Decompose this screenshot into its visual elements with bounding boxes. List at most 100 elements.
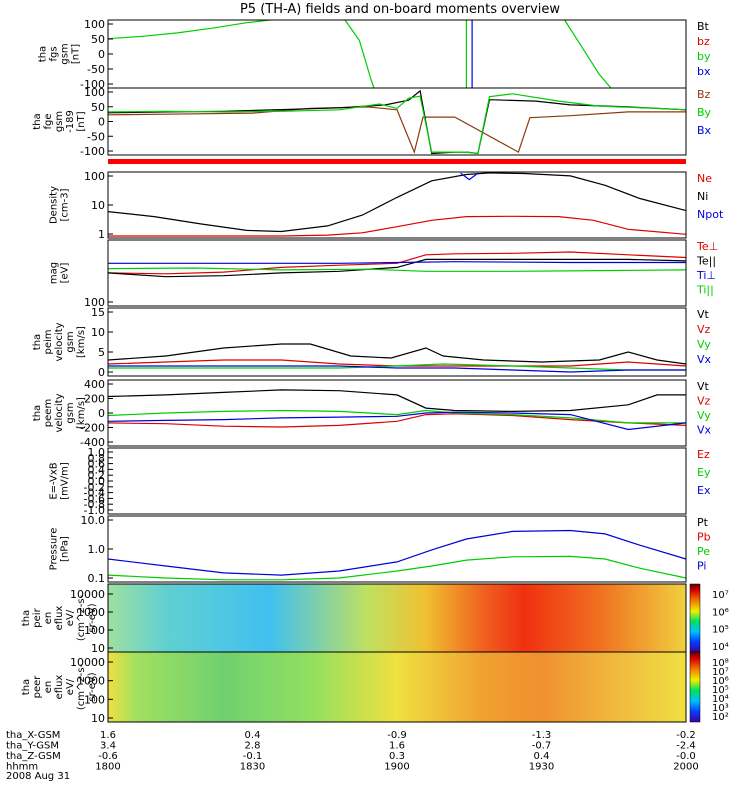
y-tick-label: -0.2 (84, 481, 105, 494)
legend-entry: Pi (697, 560, 706, 573)
series-line-3 (108, 365, 686, 373)
legend-entry: bx (697, 65, 711, 78)
heatmap-9 (108, 652, 686, 722)
x-row-value: -0.1 (243, 751, 263, 762)
legend-entry: Te⊥ (696, 240, 718, 253)
y-axis-label: (cm^2-s- (76, 594, 87, 641)
y-tick-label: -0.6 (84, 492, 105, 505)
panel-frame (107, 87, 687, 156)
legend-entry: Npot (697, 208, 724, 221)
y-tick-label: 200 (84, 393, 105, 406)
y-tick-label: 0.1 (88, 572, 106, 585)
y-tick-label: 1000 (77, 675, 105, 688)
y-axis-label: tha (21, 679, 32, 695)
panel-1: 100 50 0-50 -100 tha fge gsm -189 [nT] Bz By Bx (32, 86, 712, 158)
series-line-0 (107, 106, 686, 155)
y-axis-label: eflux (54, 675, 65, 700)
series-line-3 (564, 19, 612, 89)
legend-entry: Vy (697, 338, 711, 351)
series-line-0 (107, 389, 686, 413)
panel-frame (107, 447, 687, 515)
y-axis-label: Pressure (49, 528, 60, 571)
y-axis-label: velocity (54, 393, 65, 432)
y-axis-label: [km/s] (76, 326, 87, 358)
x-row-label: hhmm (6, 762, 38, 773)
panel-frame (107, 651, 687, 723)
y-axis-label: eV/ (65, 678, 76, 695)
y-tick-label: -50 (87, 130, 105, 143)
x-row-value: -0.6 (98, 751, 118, 762)
colorbar-tick-label: 10³ (712, 703, 729, 714)
y-axis-label: tha (32, 113, 43, 129)
y-axis-label: en (43, 681, 54, 694)
x-row-value: -0.0 (676, 751, 696, 762)
y-tick-label: 10 (91, 326, 105, 339)
y-axis-label: tha (21, 610, 32, 626)
y-axis-label: peir (32, 607, 43, 627)
x-row-value: 0.3 (389, 751, 405, 762)
y-axis-label: mag (49, 262, 60, 284)
y-tick-label: 0.2 (88, 469, 106, 482)
series-line-1 (107, 413, 687, 428)
legend-entry: Bx (697, 124, 712, 137)
legend-entry: Ey (697, 466, 711, 479)
series-line-1 (344, 19, 375, 89)
y-tick-label: -0.8 (84, 498, 105, 511)
x-row-value: 1.6 (389, 741, 405, 752)
y-tick-label: 1 (98, 228, 105, 241)
heatmap-8 (108, 584, 686, 652)
series-line-1 (107, 359, 687, 367)
legend-entry: Pt (697, 516, 709, 529)
y-axis-label: -189 (65, 110, 76, 133)
x-row-value: 2000 (673, 762, 698, 773)
y-axis-label: gsm (60, 43, 71, 64)
y-tick-label: 50 (91, 33, 105, 46)
y-tick-label: 100 (84, 170, 105, 183)
y-tick-label: 1.0 (88, 543, 106, 556)
y-axis-label: Density (49, 186, 60, 224)
series-line-2 (107, 409, 686, 424)
x-row-value: 3.4 (100, 741, 116, 752)
chart-title: P5 (TH-A) fields and on-board moments ov… (240, 2, 560, 17)
legend-entry: Te|| (696, 255, 716, 268)
panel-frame (107, 515, 687, 583)
panel-frame (107, 171, 687, 239)
legend-entry: Ti|| (696, 284, 714, 297)
colorbar-tick-label: 10⁶ (712, 676, 729, 687)
series-line-1 (107, 89, 687, 155)
y-axis-label: (cm^2-s- (76, 663, 87, 710)
y-axis-label: peer (32, 675, 43, 699)
y-axis-label: en (43, 612, 54, 625)
y-tick-label: -1.0 (84, 504, 105, 517)
y-tick-label: 0 (98, 366, 105, 379)
y-tick-label: 5 (98, 346, 105, 359)
y-axis-label: fge (43, 113, 54, 129)
y-axis-label: sr-eV) (87, 672, 98, 701)
y-tick-label: 1.0 (88, 446, 106, 459)
y-tick-label: -50 (87, 63, 105, 76)
y-tick-label: 100 (84, 624, 105, 637)
legend-entry: Vz (697, 395, 711, 408)
legend-entry: Vx (697, 424, 712, 437)
y-tick-label: 10 (91, 199, 105, 212)
y-tick-label: 50 (91, 101, 105, 114)
y-tick-label: 1000 (77, 606, 105, 619)
legend-entry: Vx (697, 353, 712, 366)
y-axis-label: fgs (49, 46, 60, 61)
x-row-value: -1.3 (532, 730, 552, 741)
x-axis-labels: tha_X-GSM 1.6 0.4 -0.9 -1.3 -0.2 tha_Y-GSM 3.4 2… (6, 730, 699, 782)
y-axis-label: gsm (65, 402, 76, 423)
y-axis-label: [eV] (60, 263, 71, 284)
y-tick-label: 100 (84, 296, 105, 309)
y-tick-label: 0.8 (88, 452, 106, 465)
series-line-1 (107, 258, 687, 278)
panel-3: 100 mag [eV] Te⊥ Te||Ti⊥ Ti|| (49, 239, 718, 309)
series-line-0 (107, 529, 687, 576)
y-tick-label: -0.4 (84, 487, 105, 500)
y-tick-label: -400 (80, 436, 105, 449)
y-axis-label: [nT] (71, 44, 82, 64)
legend-entry: Bt (697, 20, 710, 33)
y-axis-label: eflux (54, 606, 65, 631)
